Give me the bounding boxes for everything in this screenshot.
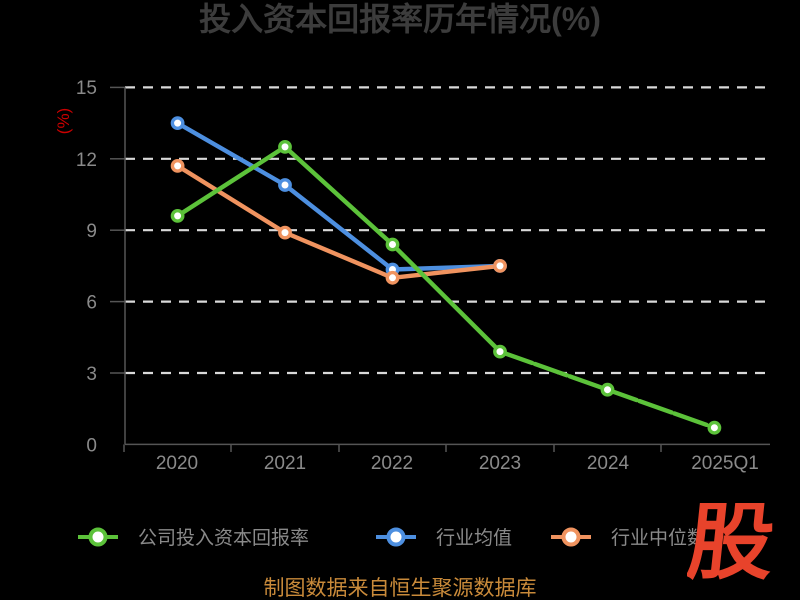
svg-text:(%): (%) <box>54 108 73 134</box>
svg-text:15: 15 <box>76 78 97 99</box>
svg-text:2025Q1: 2025Q1 <box>691 453 759 474</box>
svg-text:投入资本回报率历年情况(%): 投入资本回报率历年情况(%) <box>199 1 601 37</box>
svg-text:股: 股 <box>683 494 779 590</box>
svg-text:0: 0 <box>86 435 97 456</box>
svg-text:6: 6 <box>86 293 97 314</box>
svg-text:2024: 2024 <box>587 453 630 474</box>
svg-text:公司投入资本回报率: 公司投入资本回报率 <box>138 527 309 549</box>
svg-text:2021: 2021 <box>264 453 306 474</box>
svg-text:制图数据来自恒生聚源数据库: 制图数据来自恒生聚源数据库 <box>264 577 537 600</box>
svg-text:2023: 2023 <box>479 453 521 474</box>
svg-text:9: 9 <box>86 221 97 242</box>
svg-text:2022: 2022 <box>371 453 413 474</box>
svg-text:行业均值: 行业均值 <box>436 527 512 549</box>
svg-text:3: 3 <box>86 364 97 385</box>
svg-text:12: 12 <box>76 150 97 171</box>
svg-text:2020: 2020 <box>156 453 198 474</box>
